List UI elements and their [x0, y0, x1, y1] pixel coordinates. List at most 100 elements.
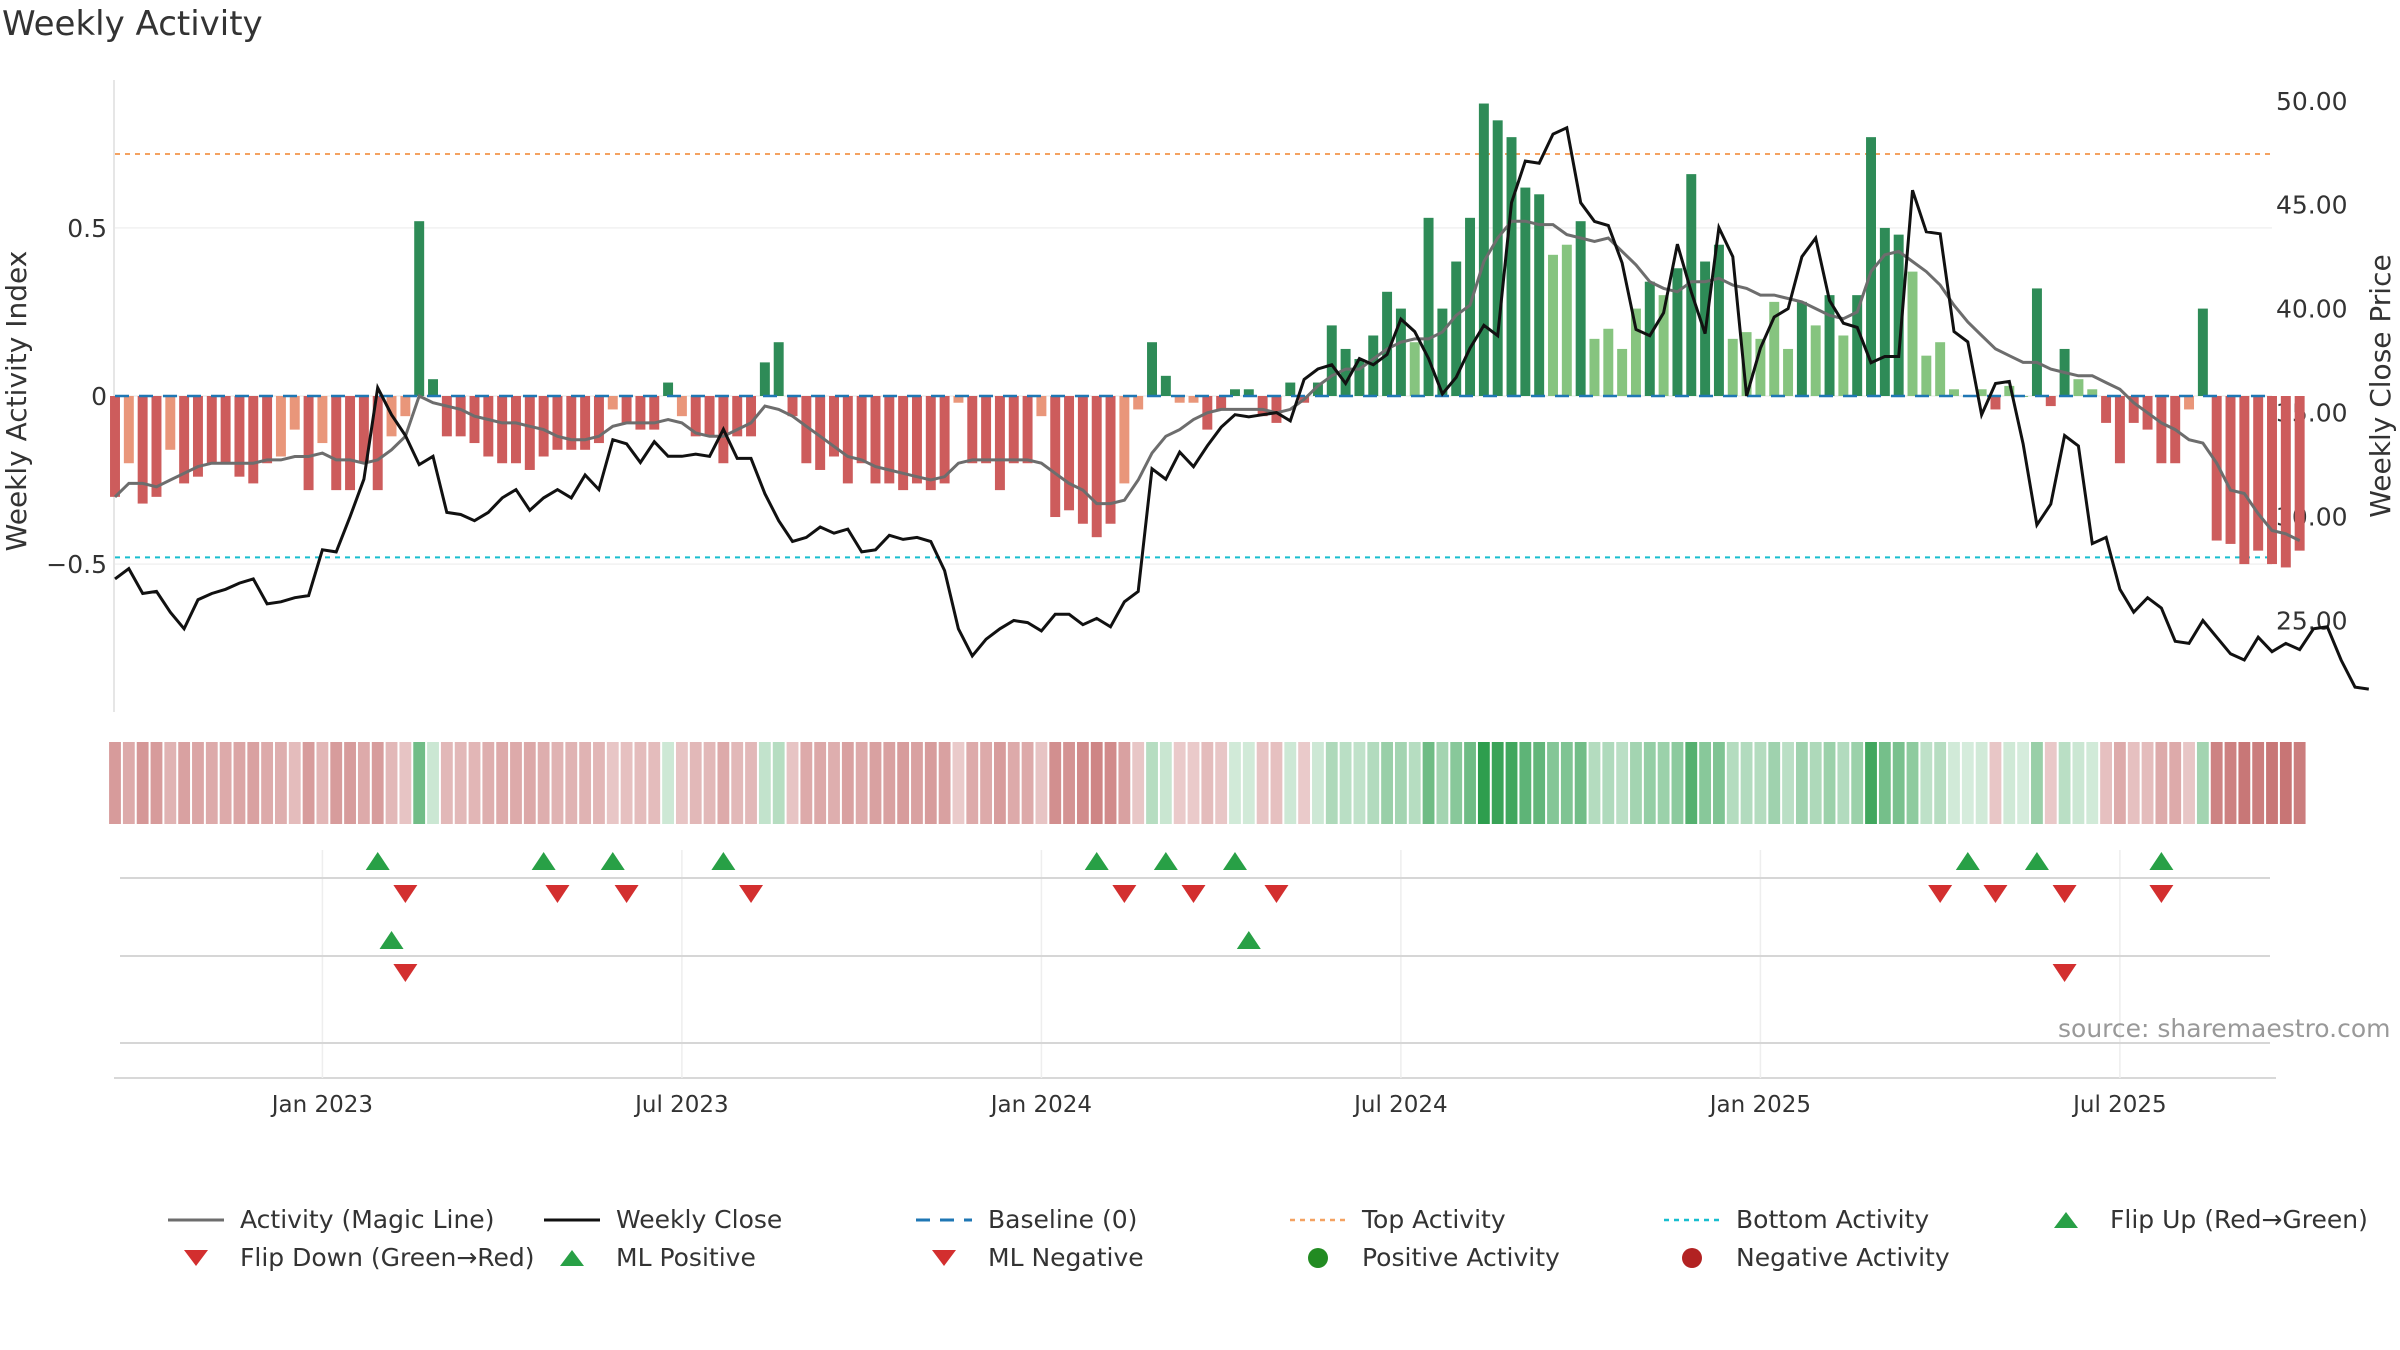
heat-strip-cell — [1920, 742, 1933, 824]
heat-strip-cell — [1284, 742, 1297, 824]
heat-strip-cell — [330, 742, 343, 824]
heat-strip-cell — [1768, 742, 1781, 824]
activity-bar — [1575, 221, 1586, 396]
heat-strip-cell — [2210, 742, 2223, 824]
heat-strip-cell — [758, 742, 771, 824]
heat-strip-cell — [1989, 742, 2002, 824]
flip-up-marker — [2024, 852, 2049, 870]
activity-bar — [870, 396, 881, 484]
heat-strip-cell — [1021, 742, 1034, 824]
heat-strip-cell — [2155, 742, 2168, 824]
chart-legend: Activity (Magic Line) Weekly Close Basel… — [160, 1205, 2400, 1295]
activity-bar — [2073, 379, 2084, 396]
activity-bar — [1230, 389, 1240, 396]
heat-strip-cell — [247, 742, 260, 824]
heat-strip-cell — [1325, 742, 1338, 824]
heat-strip-cell — [2113, 742, 2126, 824]
heat-strip-cell — [2031, 742, 2043, 824]
activity-bar — [1077, 396, 1088, 524]
right-tick-label: 40.00 — [2276, 295, 2348, 324]
activity-bar — [1686, 174, 1697, 396]
activity-bar — [1949, 389, 1959, 396]
activity-bar — [1174, 396, 1185, 403]
heat-strip-cell — [1685, 742, 1698, 824]
heat-strip-cell — [1630, 742, 1642, 824]
heat-strip-cell — [1477, 742, 1490, 824]
activity-bar — [566, 396, 577, 450]
activity-bar — [1630, 308, 1641, 396]
heat-strip-cell — [1533, 742, 1546, 824]
heat-strip-cell — [579, 742, 592, 824]
heat-strip-cell — [1547, 742, 1559, 824]
heat-strip-cell — [1837, 742, 1850, 824]
heat-strip-cell — [275, 742, 287, 824]
legend-symbol-top-activity — [1288, 1206, 1348, 1234]
heat-strip-cell — [1505, 742, 1518, 824]
heat-strip-cell — [731, 742, 744, 824]
activity-bar — [1036, 396, 1047, 417]
heat-strip-cell — [2169, 742, 2182, 824]
activity-bar — [746, 396, 757, 437]
heat-strip-cell — [2072, 742, 2085, 824]
activity-bar — [2045, 396, 2056, 407]
heat-strip-cell — [109, 742, 121, 824]
heat-strip-cell — [440, 742, 453, 824]
activity-bar — [206, 396, 217, 464]
activity-bar — [580, 396, 591, 450]
heat-strip-cell — [1795, 742, 1808, 824]
x-tick-label: Jan 2025 — [1708, 1092, 1811, 1118]
activity-bar — [2267, 396, 2277, 565]
heat-strip-cell — [302, 742, 315, 824]
heat-strip-cell — [1256, 742, 1269, 824]
activity-bar — [1119, 396, 1130, 484]
activity-bar — [1437, 308, 1448, 396]
activity-bar — [2087, 389, 2098, 396]
heat-strip-cell — [1408, 742, 1421, 824]
heat-strip-cell — [620, 742, 633, 824]
activity-bar — [1824, 295, 1835, 396]
heat-strip-cell — [897, 742, 910, 824]
heat-strip-cell — [952, 742, 965, 824]
heat-strip-cell — [1464, 742, 1476, 824]
source-note: source: sharemaestro.com — [2058, 1014, 2391, 1043]
activity-bar — [483, 396, 494, 457]
activity-bar — [1340, 348, 1351, 396]
legend-item-bottom-activity: Bottom Activity — [1662, 1205, 1929, 1234]
legend-item-negative-activity: Negative Activity — [1662, 1243, 1950, 1272]
activity-bar — [524, 396, 535, 470]
heat-strip-cell — [537, 742, 550, 824]
activity-bar — [552, 396, 563, 450]
heat-strip-cell — [1948, 742, 1960, 824]
activity-bar — [842, 396, 853, 484]
activity-bar — [1285, 382, 1296, 396]
heat-strip-cell — [150, 742, 163, 824]
heat-strip-cell — [1823, 742, 1836, 824]
heat-strip-cell — [1616, 742, 1629, 824]
heat-strip-cell — [1865, 742, 1877, 824]
heat-strip-cell — [1961, 742, 1974, 824]
flip-down-marker — [739, 885, 764, 903]
legend-symbol-bottom-activity — [1662, 1206, 1722, 1234]
activity-bar — [400, 396, 411, 417]
heat-strip-cell — [1699, 742, 1712, 824]
legend-glyph — [2054, 1211, 2078, 1228]
heat-strip-cell — [1657, 742, 1670, 824]
activity-bar — [884, 396, 895, 484]
heat-strip-cell — [745, 742, 757, 824]
activity-bar — [967, 396, 978, 464]
activity-bar — [1050, 396, 1061, 518]
heat-strip-cell — [1173, 742, 1186, 824]
activity-bar — [123, 396, 134, 464]
heat-strip-cell — [1270, 742, 1283, 824]
heat-strip-cell — [1063, 742, 1075, 824]
legend-glyph-shape — [932, 1249, 956, 1266]
heat-strip-cell — [454, 742, 467, 824]
activity-bar — [1617, 348, 1628, 396]
heat-strip-cell — [1560, 742, 1573, 824]
left-axis-title: Weekly Activity Index — [0, 251, 33, 552]
activity-bar — [497, 396, 508, 464]
activity-bar — [372, 396, 383, 491]
right-tick-label: 50.00 — [2276, 87, 2348, 116]
flip-up-marker — [711, 852, 736, 870]
